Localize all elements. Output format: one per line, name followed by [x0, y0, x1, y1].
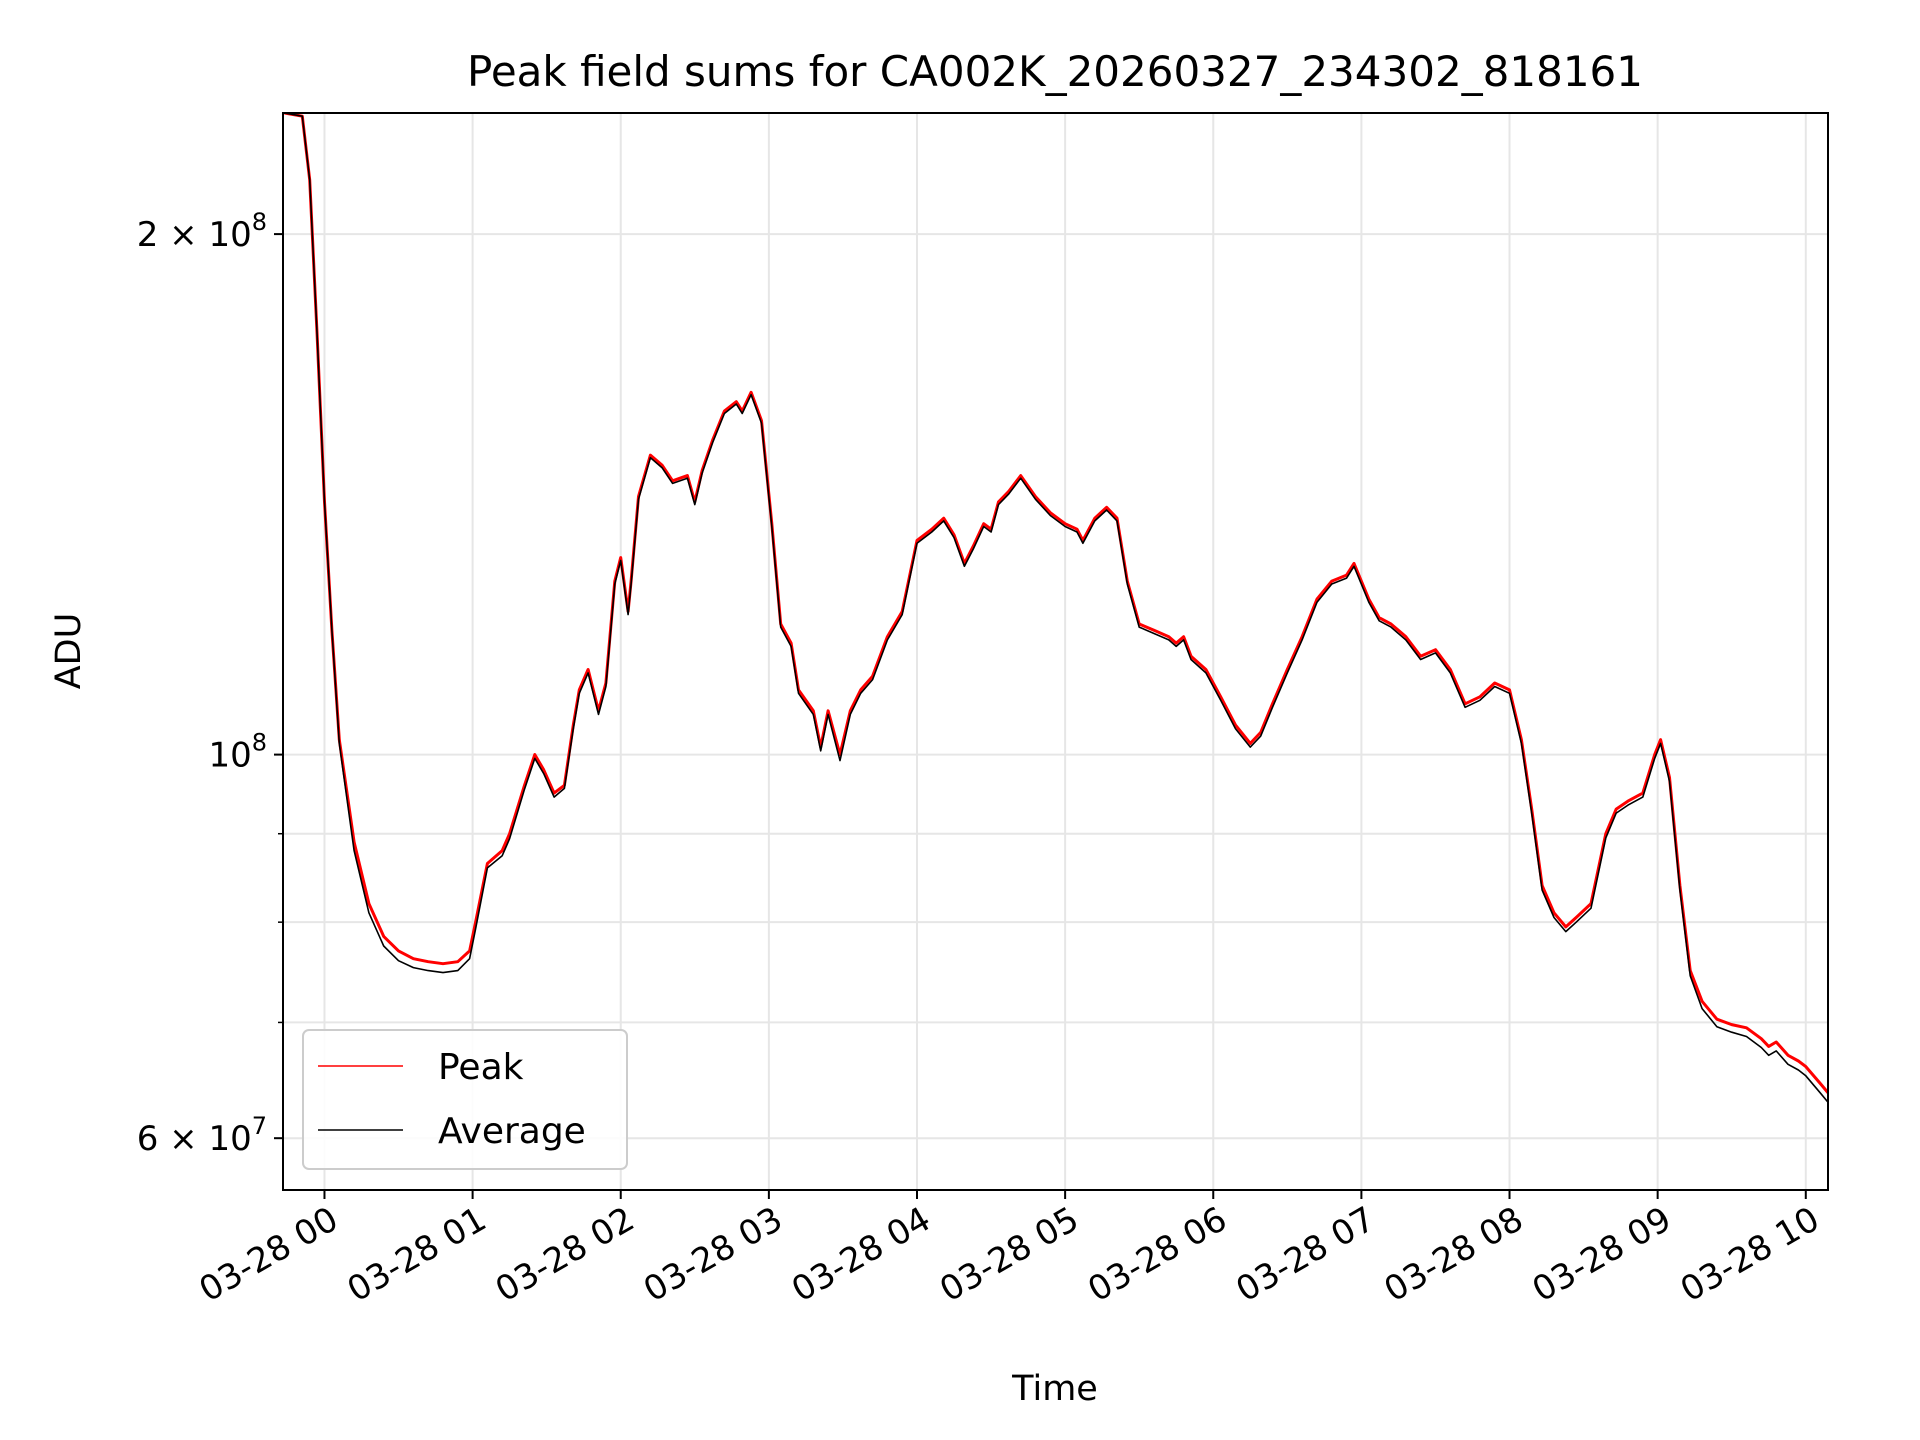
y-tick-label: 6 × 107: [137, 1112, 267, 1159]
chart-title: Peak field sums for CA002K_20260327_2343…: [467, 47, 1643, 96]
plot-frame: [282, 112, 1829, 1191]
legend-box: [302, 1029, 628, 1170]
y-tick-base: 6 × 10: [137, 1119, 252, 1159]
y-tick-exponent: 8: [252, 208, 267, 236]
x-axis-label: Time: [1011, 1369, 1098, 1409]
y-tick-label: 2 × 108: [137, 208, 267, 255]
series-line-peak: [284, 113, 1828, 1096]
grid-lines: [283, 113, 1828, 1190]
series-line-average: [284, 113, 1828, 1104]
y-tick-base: 10: [208, 736, 251, 776]
legend-peak-label: Peak: [438, 1047, 524, 1088]
y-axis-label: ADU: [49, 613, 89, 690]
y-tick-label: 108: [208, 729, 267, 776]
legend-average-label: Average: [438, 1111, 586, 1152]
legend: Peak Average: [302, 1029, 628, 1170]
y-tick-exponent: 7: [252, 1112, 267, 1140]
series-layer: [284, 113, 1828, 1104]
y-tick-exponent: 8: [252, 729, 267, 757]
y-tick-base: 2 × 10: [137, 215, 252, 255]
